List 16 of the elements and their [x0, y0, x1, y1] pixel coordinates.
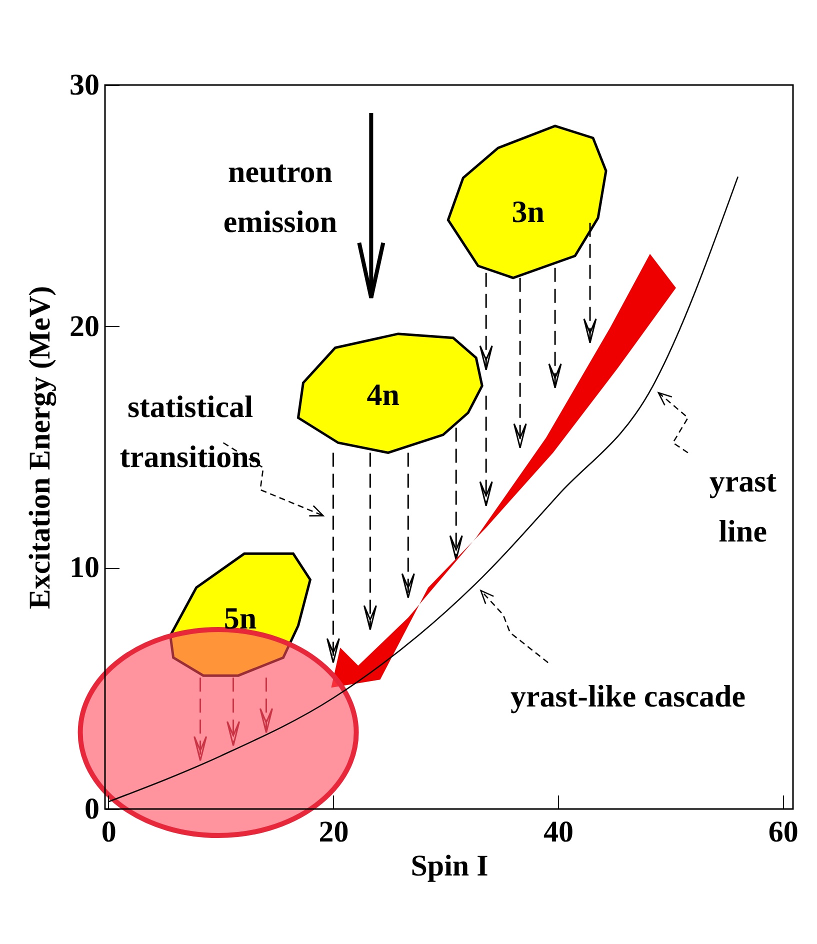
annotation: 3n	[512, 194, 544, 229]
annotation: yrast-like cascade	[510, 678, 746, 714]
y-tick-label: 30	[70, 68, 100, 102]
x-tick-label: 60	[768, 816, 798, 848]
y-axis-title: Excitation Energy (MeV)	[24, 286, 56, 610]
annotation: 4n	[366, 376, 400, 412]
y-tick-label: 20	[70, 310, 100, 343]
x-tick-label: 40	[544, 816, 574, 848]
x-tick-label: 20	[318, 816, 349, 848]
y-tick-label: 10	[70, 551, 100, 584]
annotation: 5n	[224, 600, 257, 636]
annotation: statistical transitions	[120, 388, 261, 474]
annotation: yrast line	[709, 464, 778, 549]
annotation: neutron emission	[223, 154, 338, 239]
x-axis-title: Spin I	[410, 850, 488, 882]
y-tick-label: 0	[84, 792, 100, 826]
